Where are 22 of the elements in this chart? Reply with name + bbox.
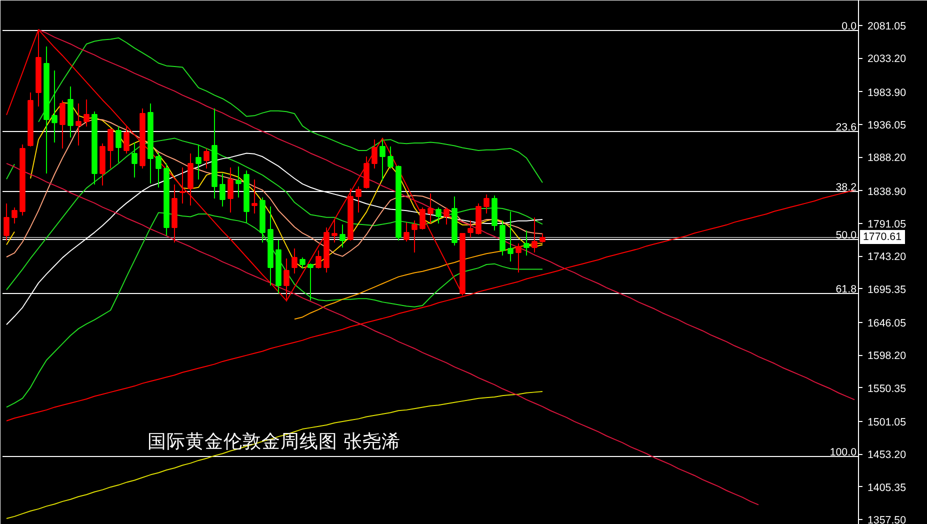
y-tick-label: 1695.35 — [868, 284, 906, 296]
y-tick-label: 1453.20 — [868, 449, 906, 462]
y-tick-label: 1983.90 — [868, 86, 906, 99]
ref-line-label: 1770.61 — [860, 230, 905, 244]
annotation: 0.0 — [842, 20, 857, 33]
annotation: 23.6 — [836, 122, 857, 134]
y-tick-label: 2081.05 — [868, 20, 906, 33]
y-tick-label: 1357.50 — [868, 514, 906, 524]
y-tick-label: 1646.05 — [868, 318, 906, 330]
y-tick-label: 1791.05 — [868, 218, 906, 231]
y-tick-label: 1936.05 — [868, 120, 906, 132]
y-tick-label: 2033.20 — [868, 53, 906, 66]
y-tick-label: 1598.20 — [868, 350, 906, 362]
y-tick-label: 1550.35 — [868, 382, 906, 395]
y-tick-label: 1743.20 — [868, 251, 906, 264]
y-tick-label: 1838.90 — [868, 186, 906, 198]
y-tick-label: 1888.20 — [868, 152, 906, 164]
y-tick-label: 1405.35 — [868, 482, 906, 494]
annotation: 38.2 — [836, 182, 857, 194]
y-tick-label: 1501.05 — [868, 416, 906, 429]
annotation: 100.0 — [830, 446, 857, 458]
annotation: 61.8 — [836, 284, 857, 296]
